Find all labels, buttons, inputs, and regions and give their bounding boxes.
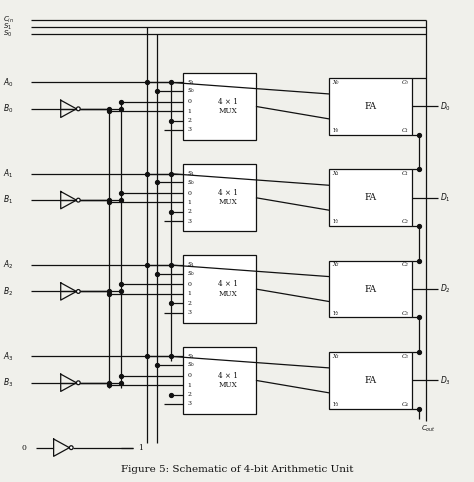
Text: $D_1$: $D_1$ bbox=[440, 191, 451, 204]
Text: Y₀: Y₀ bbox=[332, 128, 339, 133]
Text: FA: FA bbox=[365, 102, 376, 111]
Text: 3: 3 bbox=[187, 219, 191, 224]
Text: $S_1$: $S_1$ bbox=[187, 169, 196, 178]
Text: Y₁: Y₁ bbox=[332, 219, 339, 225]
Text: $S_1$: $S_1$ bbox=[187, 78, 196, 87]
Text: $S_1$: $S_1$ bbox=[187, 260, 196, 269]
Text: C₃: C₃ bbox=[401, 354, 409, 359]
Text: 1: 1 bbox=[187, 108, 191, 114]
Bar bbox=[182, 347, 256, 414]
Bar bbox=[182, 164, 256, 231]
Text: $S_0$: $S_0$ bbox=[187, 86, 196, 95]
Text: X₂: X₂ bbox=[332, 262, 339, 268]
Text: $A_1$: $A_1$ bbox=[3, 167, 14, 180]
Text: 3: 3 bbox=[187, 310, 191, 315]
Bar bbox=[329, 78, 412, 135]
Text: $S_1$: $S_1$ bbox=[3, 22, 12, 32]
Text: 0: 0 bbox=[187, 282, 191, 287]
Text: C₄: C₄ bbox=[401, 402, 409, 407]
Text: $S_0$: $S_0$ bbox=[187, 361, 196, 369]
Text: Y₂: Y₂ bbox=[332, 311, 339, 316]
Text: $B_2$: $B_2$ bbox=[3, 285, 13, 298]
Circle shape bbox=[76, 198, 80, 202]
Text: FA: FA bbox=[365, 193, 376, 202]
Text: C₂: C₂ bbox=[401, 262, 409, 268]
Text: 3: 3 bbox=[187, 127, 191, 133]
Text: 1: 1 bbox=[187, 383, 191, 388]
Text: 0: 0 bbox=[187, 190, 191, 196]
Text: 2: 2 bbox=[187, 209, 191, 214]
Text: C₁: C₁ bbox=[401, 128, 409, 133]
Text: $B_0$: $B_0$ bbox=[3, 103, 13, 115]
Text: $A_0$: $A_0$ bbox=[3, 76, 14, 89]
Text: $A_3$: $A_3$ bbox=[3, 350, 14, 362]
Text: 1: 1 bbox=[187, 291, 191, 296]
Text: $S_1$: $S_1$ bbox=[187, 352, 196, 361]
Text: 4 × 1
MUX: 4 × 1 MUX bbox=[218, 281, 238, 298]
Text: $S_0$: $S_0$ bbox=[187, 178, 196, 187]
Bar bbox=[329, 261, 412, 318]
Text: 0: 0 bbox=[187, 373, 191, 378]
Bar bbox=[182, 255, 256, 323]
Text: $D_3$: $D_3$ bbox=[440, 374, 451, 387]
Text: 2: 2 bbox=[187, 392, 191, 397]
Text: X₁: X₁ bbox=[332, 171, 339, 176]
Bar bbox=[329, 169, 412, 226]
Text: C₀: C₀ bbox=[401, 80, 409, 85]
Text: C₁: C₁ bbox=[401, 171, 409, 176]
Text: 2: 2 bbox=[187, 118, 191, 123]
Bar bbox=[182, 73, 256, 140]
Circle shape bbox=[76, 107, 80, 111]
Bar bbox=[329, 352, 412, 409]
Text: Figure 5: Schematic of 4-bit Arithmetic Unit: Figure 5: Schematic of 4-bit Arithmetic … bbox=[121, 465, 353, 474]
Text: 1: 1 bbox=[137, 443, 143, 452]
Text: $S_0$: $S_0$ bbox=[3, 29, 12, 40]
Text: FA: FA bbox=[365, 284, 376, 294]
Circle shape bbox=[76, 290, 80, 294]
Text: 4 × 1
MUX: 4 × 1 MUX bbox=[218, 372, 238, 389]
Text: $C_{in}$: $C_{in}$ bbox=[3, 15, 14, 25]
Text: FA: FA bbox=[365, 376, 376, 385]
Text: X₃: X₃ bbox=[332, 354, 339, 359]
Text: X₀: X₀ bbox=[332, 80, 339, 85]
Text: 1: 1 bbox=[187, 200, 191, 205]
Circle shape bbox=[69, 446, 73, 450]
Text: $B_3$: $B_3$ bbox=[3, 376, 13, 389]
Text: $S_0$: $S_0$ bbox=[187, 269, 196, 278]
Text: 0: 0 bbox=[187, 99, 191, 104]
Text: $A_2$: $A_2$ bbox=[3, 259, 14, 271]
Text: 4 × 1
MUX: 4 × 1 MUX bbox=[218, 189, 238, 206]
Text: 2: 2 bbox=[187, 301, 191, 306]
Text: $B_1$: $B_1$ bbox=[3, 194, 13, 206]
Text: $D_0$: $D_0$ bbox=[440, 100, 451, 113]
Text: 4 × 1
MUX: 4 × 1 MUX bbox=[218, 98, 238, 115]
Text: $D_2$: $D_2$ bbox=[440, 283, 451, 295]
Text: 3: 3 bbox=[187, 402, 191, 406]
Text: C₂: C₂ bbox=[401, 219, 409, 225]
Text: 0: 0 bbox=[22, 443, 27, 452]
Text: Y₃: Y₃ bbox=[332, 402, 339, 407]
Text: C₃: C₃ bbox=[401, 311, 409, 316]
Circle shape bbox=[76, 381, 80, 385]
Text: $C_{out}$: $C_{out}$ bbox=[421, 424, 437, 434]
